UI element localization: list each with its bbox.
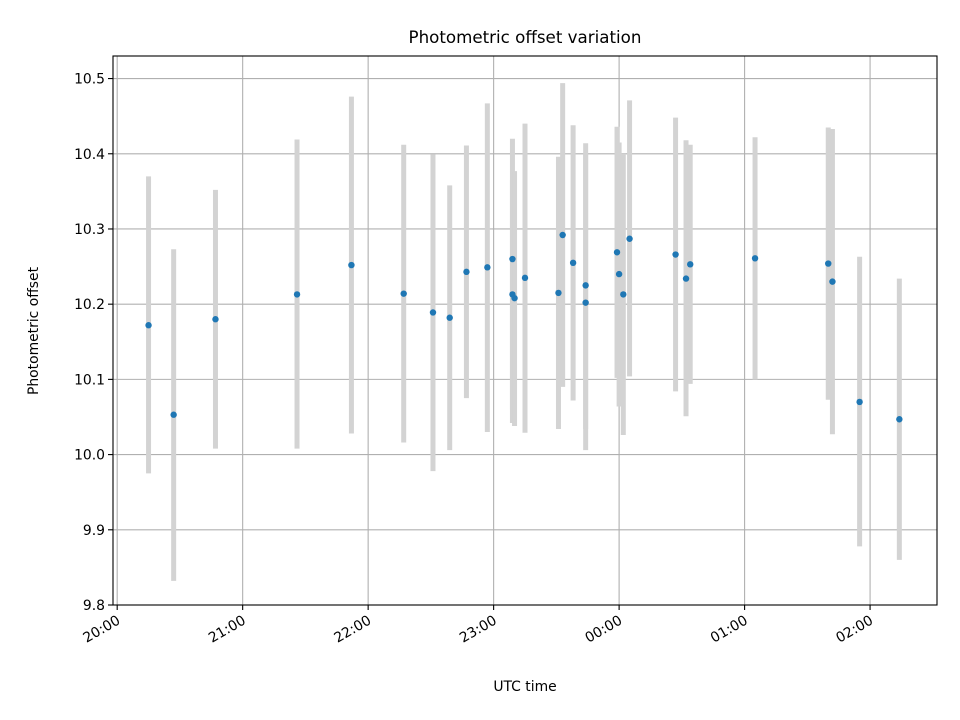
y-tick-label: 10.1: [74, 372, 105, 388]
y-axis-label: Photometric offset: [26, 266, 42, 395]
data-points: [145, 231, 903, 423]
data-point: [293, 291, 301, 298]
data-point: [751, 255, 759, 262]
x-tick-label: 02:00: [833, 613, 876, 647]
data-point: [829, 278, 836, 285]
data-point: [687, 261, 694, 268]
x-tick-label: 22:00: [331, 613, 374, 647]
data-point: [511, 294, 518, 302]
data-point: [521, 274, 529, 282]
y-tick-label: 10.2: [74, 297, 105, 313]
data-point: [446, 314, 453, 321]
chart-title: Photometric offset variation: [409, 27, 642, 47]
data-point: [555, 289, 562, 297]
y-tick-label: 10.3: [74, 222, 105, 238]
data-point: [582, 299, 589, 306]
data-point: [682, 275, 690, 282]
data-point: [509, 255, 516, 263]
x-axis-label: UTC time: [493, 679, 556, 695]
data-point: [896, 416, 903, 423]
data-point: [429, 309, 437, 316]
error-bars: [146, 83, 902, 581]
y-tick-label: 10.0: [74, 448, 105, 464]
data-point: [856, 398, 863, 406]
x-tick-label: 21:00: [206, 613, 249, 647]
x-tick-label: 00:00: [582, 613, 625, 647]
data-point: [212, 316, 219, 323]
data-point: [620, 291, 627, 298]
data-point: [484, 264, 491, 271]
data-point: [626, 235, 633, 242]
y-tick-label: 10.5: [74, 72, 105, 88]
y-tick-label: 9.9: [83, 523, 105, 539]
y-axis-ticks: 9.8 9.9 10.0 10.1 10.2 10.3 10.4 10.5: [74, 72, 113, 614]
x-tick-label: 23:00: [457, 613, 500, 647]
y-tick-label: 10.4: [74, 147, 105, 163]
data-point: [348, 261, 355, 269]
x-axis-ticks: 20:00 21:00 22:00 23:00 00:00 01:00 02:00: [81, 605, 876, 647]
data-point: [825, 260, 832, 267]
data-point: [463, 268, 470, 276]
data-point: [400, 290, 407, 297]
x-tick-label: 20:00: [81, 613, 124, 647]
x-tick-label: 01:00: [708, 613, 751, 647]
data-point: [170, 411, 177, 418]
data-point: [145, 322, 152, 329]
data-point: [613, 249, 621, 256]
data-point: [615, 270, 623, 278]
data-point: [559, 231, 566, 239]
y-tick-label: 9.8: [83, 598, 105, 614]
data-point: [582, 282, 589, 289]
data-point: [672, 251, 679, 258]
plot-frame: [112, 55, 938, 606]
data-point: [569, 259, 577, 267]
